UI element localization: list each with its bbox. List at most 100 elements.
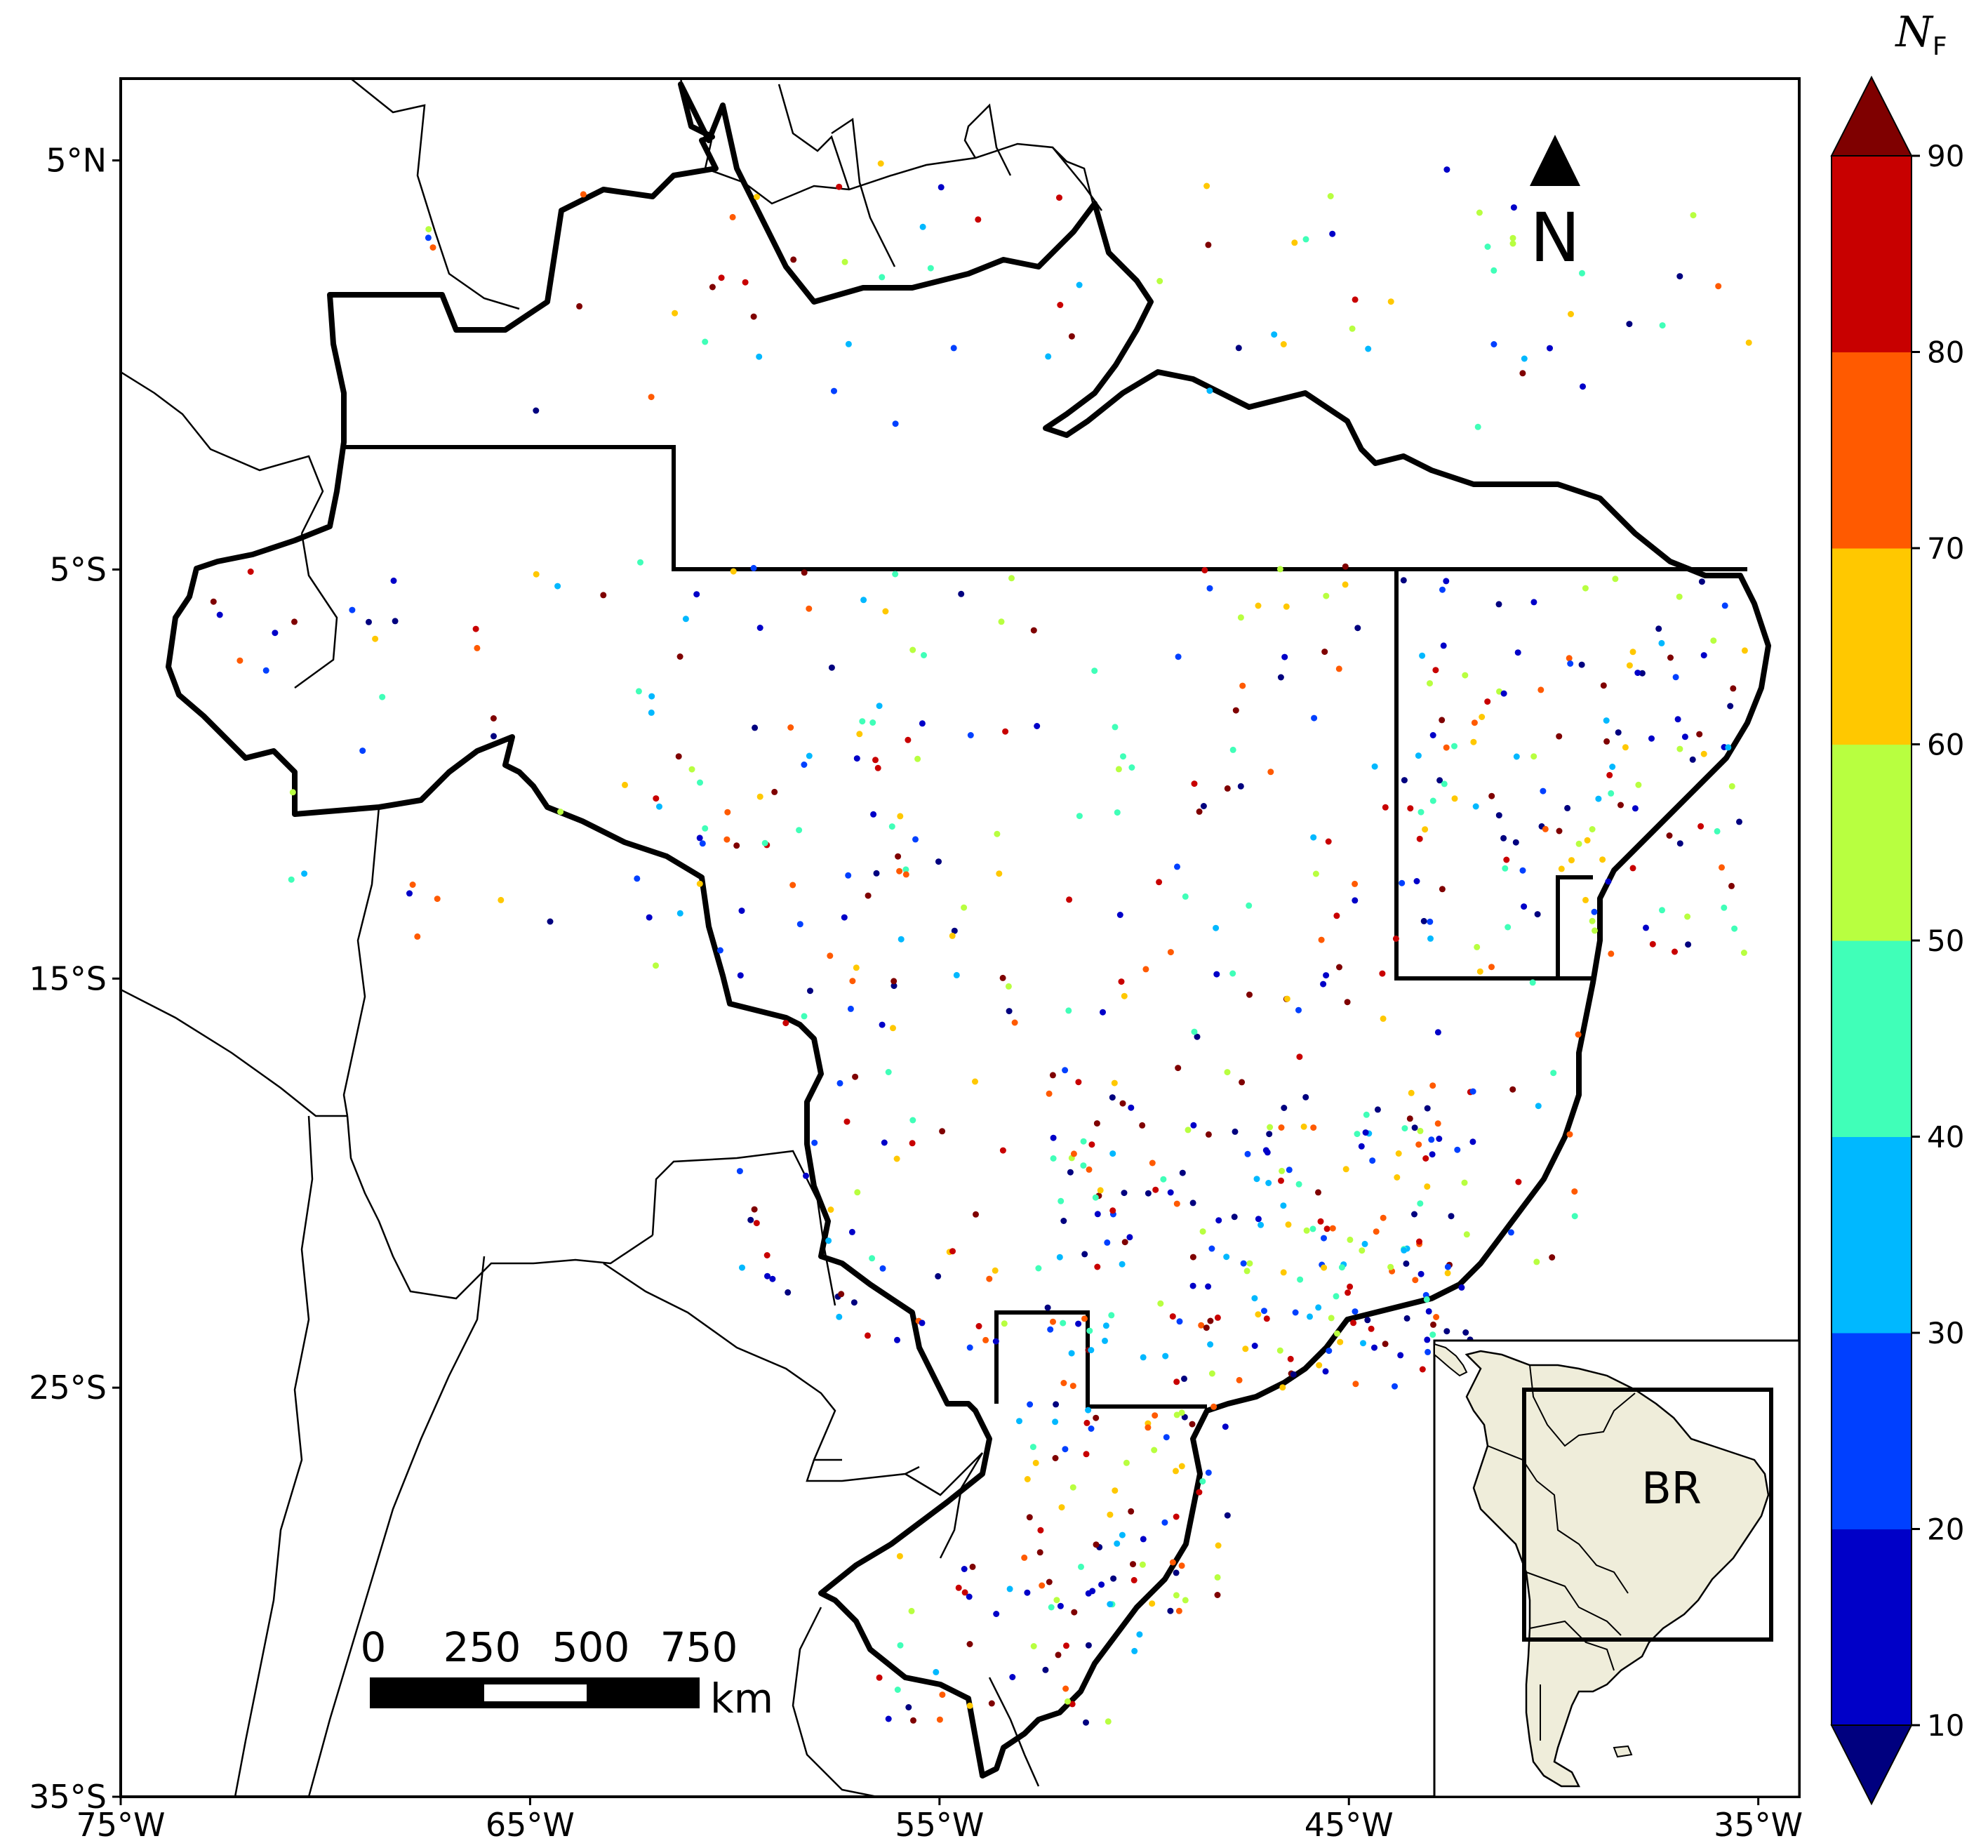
station-point bbox=[1584, 837, 1591, 844]
station-point bbox=[1223, 1254, 1230, 1261]
station-point bbox=[1502, 865, 1509, 872]
station-point bbox=[637, 559, 643, 566]
station-point bbox=[1069, 1383, 1076, 1390]
station-point bbox=[554, 583, 561, 590]
station-point bbox=[1120, 753, 1126, 760]
station-point bbox=[1700, 652, 1707, 659]
station-point bbox=[1315, 1189, 1321, 1196]
station-point bbox=[724, 809, 731, 816]
station-point bbox=[1566, 1131, 1573, 1138]
station-point bbox=[1608, 950, 1615, 957]
station-point bbox=[919, 1319, 926, 1327]
station-point bbox=[1265, 1180, 1272, 1186]
station-point bbox=[1323, 1225, 1330, 1232]
station-point bbox=[1315, 1304, 1322, 1311]
station-point bbox=[1052, 1418, 1059, 1425]
station-point bbox=[1326, 1348, 1333, 1355]
station-point bbox=[1267, 769, 1274, 776]
station-point bbox=[1354, 1131, 1361, 1138]
station-point bbox=[1334, 1330, 1340, 1337]
station-point bbox=[600, 592, 607, 599]
station-point bbox=[993, 1611, 1000, 1617]
station-point bbox=[1191, 1028, 1198, 1035]
station-point bbox=[1278, 1124, 1285, 1131]
station-point bbox=[1519, 370, 1526, 377]
station-point bbox=[1429, 1082, 1436, 1089]
station-point bbox=[1684, 913, 1691, 920]
station-point bbox=[646, 914, 653, 921]
station-point bbox=[1352, 1308, 1359, 1315]
station-point bbox=[1685, 941, 1692, 948]
station-point bbox=[1509, 240, 1516, 247]
station-point bbox=[1672, 674, 1679, 681]
station-point bbox=[1534, 911, 1541, 918]
colorbar-tick-label: 20 bbox=[1927, 1513, 1964, 1547]
station-point bbox=[498, 896, 505, 903]
station-point bbox=[1236, 1376, 1243, 1383]
station-point bbox=[1676, 840, 1683, 847]
station-point bbox=[1109, 1207, 1116, 1214]
colorbar-segment bbox=[1832, 940, 1912, 1137]
colorbar-title: NF bbox=[1894, 8, 1947, 61]
station-point bbox=[879, 1021, 886, 1028]
station-point bbox=[1239, 1079, 1246, 1086]
station-point bbox=[1312, 870, 1319, 877]
north-arrow-label: N bbox=[1530, 199, 1580, 277]
station-point bbox=[801, 762, 808, 768]
station-point bbox=[973, 1211, 979, 1218]
station-point bbox=[1710, 637, 1717, 644]
station-point bbox=[1107, 1601, 1114, 1608]
station-point bbox=[736, 1168, 743, 1175]
station-point bbox=[966, 1641, 973, 1647]
station-point bbox=[1224, 1512, 1231, 1519]
station-point bbox=[1676, 745, 1683, 752]
station-point bbox=[1140, 1354, 1147, 1361]
station-point bbox=[1178, 1562, 1185, 1569]
station-point bbox=[1612, 576, 1619, 583]
station-point bbox=[1157, 1300, 1164, 1307]
station-point bbox=[1046, 1090, 1053, 1097]
colorbar-segment bbox=[1832, 352, 1912, 549]
station-point bbox=[1081, 1315, 1088, 1322]
station-point bbox=[1112, 724, 1119, 731]
north-arrow: N bbox=[1530, 135, 1580, 277]
station-point bbox=[992, 1338, 999, 1345]
station-point bbox=[927, 265, 934, 272]
station-point bbox=[1081, 1251, 1088, 1258]
station-point bbox=[1261, 1308, 1267, 1315]
station-point bbox=[1088, 1141, 1095, 1148]
station-point bbox=[756, 625, 763, 631]
colorbar-tick-label: 70 bbox=[1927, 531, 1964, 566]
station-point bbox=[1347, 1283, 1354, 1290]
station-point bbox=[885, 1069, 892, 1075]
lat-tick-label: 5°S bbox=[50, 550, 107, 588]
station-point bbox=[1162, 1352, 1169, 1360]
station-point bbox=[1176, 1318, 1183, 1325]
station-point bbox=[847, 1005, 854, 1012]
station-point bbox=[803, 1172, 809, 1179]
station-point bbox=[919, 223, 926, 230]
scale-bar: 0 250 500 750 km bbox=[361, 1623, 774, 1722]
station-point bbox=[1280, 1202, 1287, 1209]
station-point bbox=[1550, 1070, 1557, 1077]
station-point bbox=[1321, 1264, 1328, 1271]
colorbar-tick-label: 80 bbox=[1927, 335, 1964, 370]
station-point bbox=[1443, 744, 1450, 751]
station-point bbox=[1178, 1463, 1185, 1470]
station-point bbox=[893, 1155, 900, 1162]
station-point bbox=[953, 971, 960, 978]
station-point bbox=[1098, 1581, 1105, 1588]
station-point bbox=[733, 842, 740, 849]
station-point bbox=[1006, 1586, 1013, 1593]
station-point bbox=[1401, 777, 1408, 784]
station-point bbox=[1194, 1033, 1201, 1040]
station-point bbox=[898, 936, 905, 943]
station-point bbox=[935, 1272, 942, 1279]
station-point bbox=[634, 875, 641, 882]
station-point bbox=[1083, 1419, 1090, 1426]
station-point bbox=[1092, 1194, 1099, 1201]
station-point bbox=[1026, 1514, 1033, 1521]
station-point bbox=[1490, 267, 1497, 274]
station-point bbox=[975, 216, 982, 223]
